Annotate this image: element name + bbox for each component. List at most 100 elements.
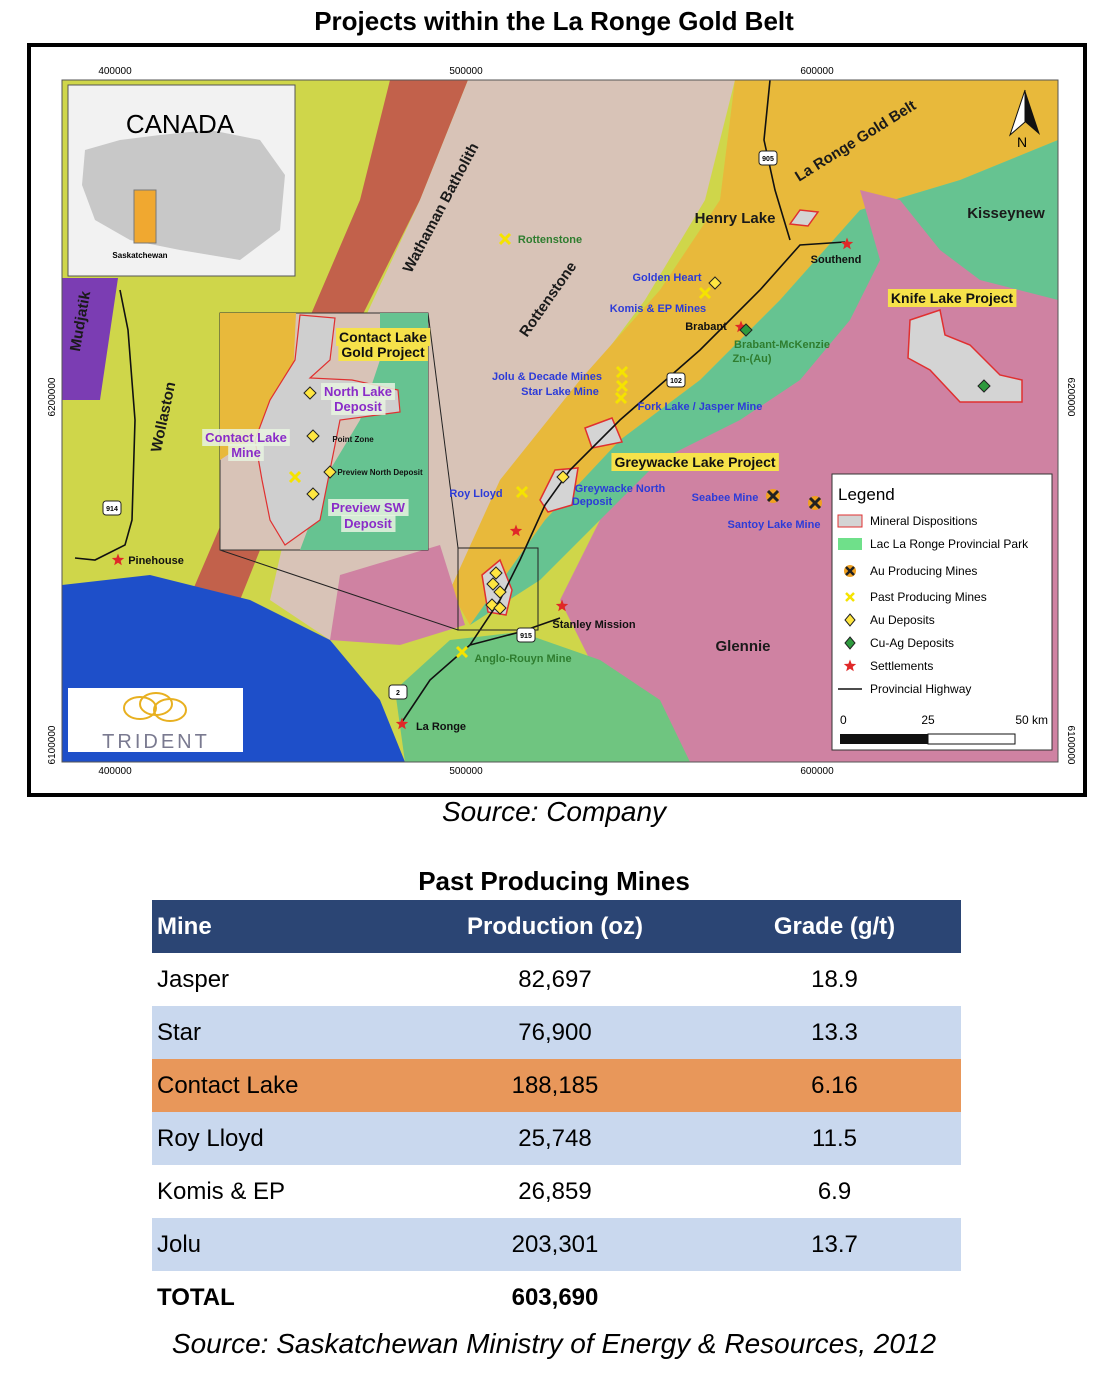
coord-y: 6100000 [47, 725, 58, 764]
label-box [328, 499, 409, 516]
table-cell: Jasper [157, 965, 230, 993]
table-row: Jasper 82,697 18.9 [152, 953, 961, 1006]
deposit-marker [977, 379, 991, 393]
table-cell: 82,697 [518, 965, 592, 993]
table-row: Contact Lake 188,185 6.16 [152, 1059, 961, 1112]
table-row: Roy Lloyd 25,748 11.5 [152, 1112, 961, 1165]
place-label: Seabee Mine [692, 492, 759, 504]
coord-x: 600000 [800, 66, 834, 77]
inset-gold [220, 313, 296, 460]
table-row: Komis & EP 26,859 6.9 [152, 1165, 961, 1218]
inset-green [300, 313, 428, 550]
settlement-star [395, 717, 409, 730]
coord-x: 400000 [98, 66, 132, 77]
table-cell: 25,748 [402, 1112, 708, 1165]
disposition-knife [907, 309, 1023, 403]
place-label: Mine [231, 445, 261, 460]
label-box [611, 453, 779, 471]
highway-number: 914 [106, 506, 118, 513]
table-row: Jolu 203,301 13.7 [152, 1218, 961, 1271]
mine-icon [498, 232, 512, 246]
deposit-marker [486, 577, 500, 591]
page-title: Projects within the La Ronge Gold Belt [314, 6, 794, 36]
place-label: North Lake [324, 384, 392, 399]
legend-symbol [845, 566, 855, 576]
place-label: Knife Lake Project [891, 290, 1013, 306]
table-source: Source: Saskatchewan Ministry of Energy … [171, 1328, 937, 1359]
north-arrow [1025, 90, 1040, 135]
canada-shape [82, 130, 285, 260]
table-row: Star 76,900 13.3 [152, 1006, 961, 1059]
settlement-star [111, 553, 125, 566]
column-header: Production (oz) [402, 900, 708, 953]
mine-icon [698, 286, 712, 300]
total-cell [708, 1271, 961, 1324]
highway-number: 915 [520, 633, 532, 640]
coord-y: 6100000 [1065, 726, 1076, 765]
gold-belt-zone [450, 80, 1058, 625]
deposit-marker [306, 429, 320, 443]
canada-title: CANADA [126, 109, 235, 139]
disposition-fork [584, 417, 624, 449]
highway-number: 102 [670, 378, 682, 385]
highway-number: 2 [396, 690, 400, 697]
legend-item: Provincial Highway [870, 682, 971, 696]
coord-x: 500000 [449, 66, 483, 77]
disposition-greywacke [539, 467, 579, 513]
place-label: Jolu & Decade Mines [492, 371, 602, 383]
place-label: Preview SW [331, 500, 405, 515]
place-label: Greywacke Lake Project [614, 454, 775, 470]
highway-shield [388, 684, 408, 700]
legend-symbol [844, 613, 856, 627]
column-header: Mine [152, 900, 402, 953]
deposit-marker [556, 470, 570, 484]
scale-label: 50 km [1015, 713, 1048, 727]
place-label: Contact Lake [339, 329, 427, 345]
legend-item: Mineral Dispositions [870, 514, 977, 528]
region-label: Henry Lake [695, 210, 776, 227]
place-label: Pinehouse [128, 555, 184, 567]
legend-item: Lac La Ronge Provincial Park [870, 537, 1029, 551]
legend-item: Settlements [870, 659, 933, 673]
legend-item: Cu-Ag Deposits [870, 636, 954, 650]
place-label: Gold Project [341, 344, 425, 360]
table-cell: 6.16 [708, 1059, 961, 1112]
place-label: Point Zone [332, 435, 374, 444]
highway-number: 905 [762, 156, 774, 163]
scale-label: 0 [840, 713, 847, 727]
label-box [228, 444, 264, 461]
legend-symbol [844, 636, 856, 650]
place-label: Stanley Mission [552, 619, 635, 631]
place-label: Roy Lloyd [449, 488, 502, 500]
label-box [336, 328, 431, 346]
map-border [61, 79, 1059, 763]
deposit-marker [489, 566, 503, 580]
place-label: Deposit [344, 516, 392, 531]
highway-shield [102, 500, 122, 516]
coord-y: 6200000 [1065, 378, 1076, 417]
highway-shield [666, 372, 686, 388]
label-box [321, 383, 395, 400]
mine-icon [615, 379, 629, 393]
highway-shield [516, 627, 536, 643]
table-row: Mine Production (oz) Grade (g/t) [152, 900, 961, 953]
mudjatik-zone [62, 278, 118, 400]
logo-text: TRIDENT [102, 731, 210, 753]
table-cell: 76,900 [402, 1006, 708, 1059]
settlement-star [840, 237, 854, 250]
table-cell: 13.3 [708, 1006, 961, 1059]
saskatchewan [133, 189, 157, 244]
legend-item: Au Producing Mines [870, 564, 977, 578]
deposit-marker [493, 585, 507, 599]
north-label: N [1017, 134, 1027, 150]
mine-icon [808, 496, 822, 510]
place-label: Brabant-McKenzie [734, 339, 830, 351]
legend-symbol [837, 514, 863, 528]
map-source: Source: Company [441, 796, 667, 827]
place-label: Star Lake Mine [521, 386, 599, 398]
table-cell: 13.7 [708, 1218, 961, 1271]
place-label: Santoy Lake Mine [728, 519, 821, 531]
legend-symbol [838, 538, 862, 550]
highway-shield [758, 150, 778, 166]
